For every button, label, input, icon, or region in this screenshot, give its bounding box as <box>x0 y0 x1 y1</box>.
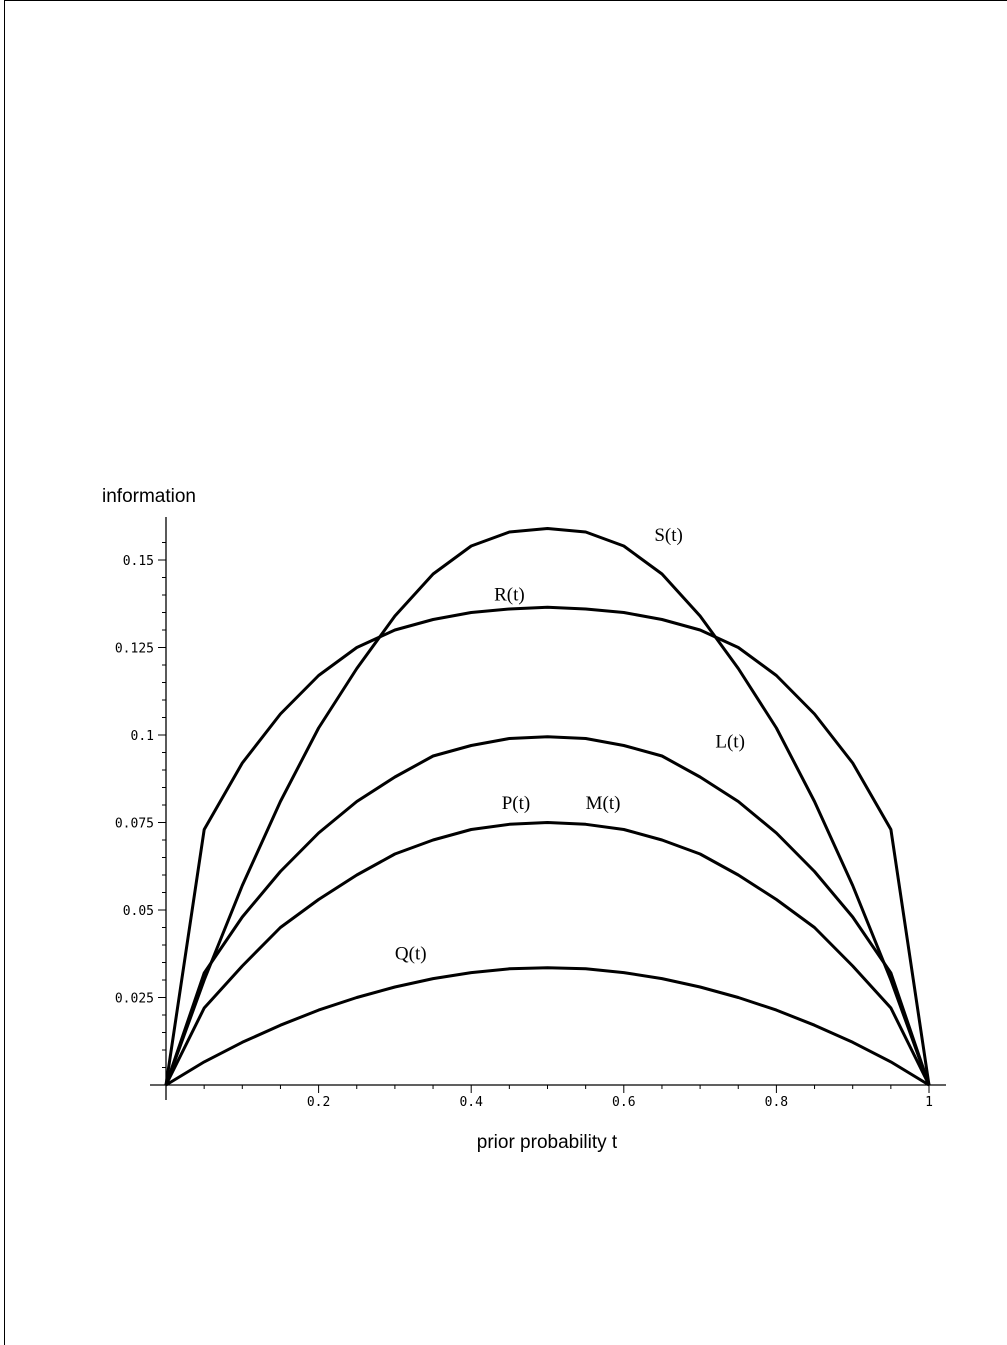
y-tick-label: 0.125 <box>115 642 154 657</box>
y-tick-label: 0.15 <box>123 554 154 569</box>
y-tick-label: 0.075 <box>115 817 154 832</box>
series-line-qt <box>165 966 930 1087</box>
y-tick-label: 0.1 <box>131 729 154 744</box>
curve-label-rt: R(t) <box>494 584 525 605</box>
page-frame <box>4 0 1007 1345</box>
series-line-pt <box>164 821 931 1086</box>
series-line-rt <box>164 605 931 1086</box>
y-tick-label: 0.025 <box>115 992 154 1007</box>
curve-label-pt: P(t) <box>502 793 530 814</box>
curve-label-qt: Q(t) <box>395 944 427 965</box>
x-axis-title: prior probability t <box>477 1132 618 1153</box>
x-tick-label: 0.6 <box>612 1095 635 1110</box>
x-tick-label: 0.8 <box>765 1095 788 1110</box>
axes: 0.2 0.4 0.6 0.8 1 0.025 0.05 0.075 0.1 0.125 0.15 <box>115 517 946 1110</box>
curve-label-st: S(t) <box>654 525 683 546</box>
x-tick-label: 0.4 <box>459 1095 483 1110</box>
series-line-st <box>164 527 931 1086</box>
curve-label-mt: M(t) <box>586 793 621 814</box>
series-line-lt <box>164 735 931 1086</box>
y-tick-label: 0.05 <box>123 904 154 919</box>
labels: information prior probability t S(t) R(t)… <box>102 486 745 1153</box>
y-axis-title: information <box>102 486 196 507</box>
curve-label-lt: L(t) <box>715 731 745 752</box>
x-tick-label: 0.2 <box>307 1095 330 1110</box>
x-tick-label: 1 <box>925 1095 933 1110</box>
curves <box>164 527 931 1087</box>
